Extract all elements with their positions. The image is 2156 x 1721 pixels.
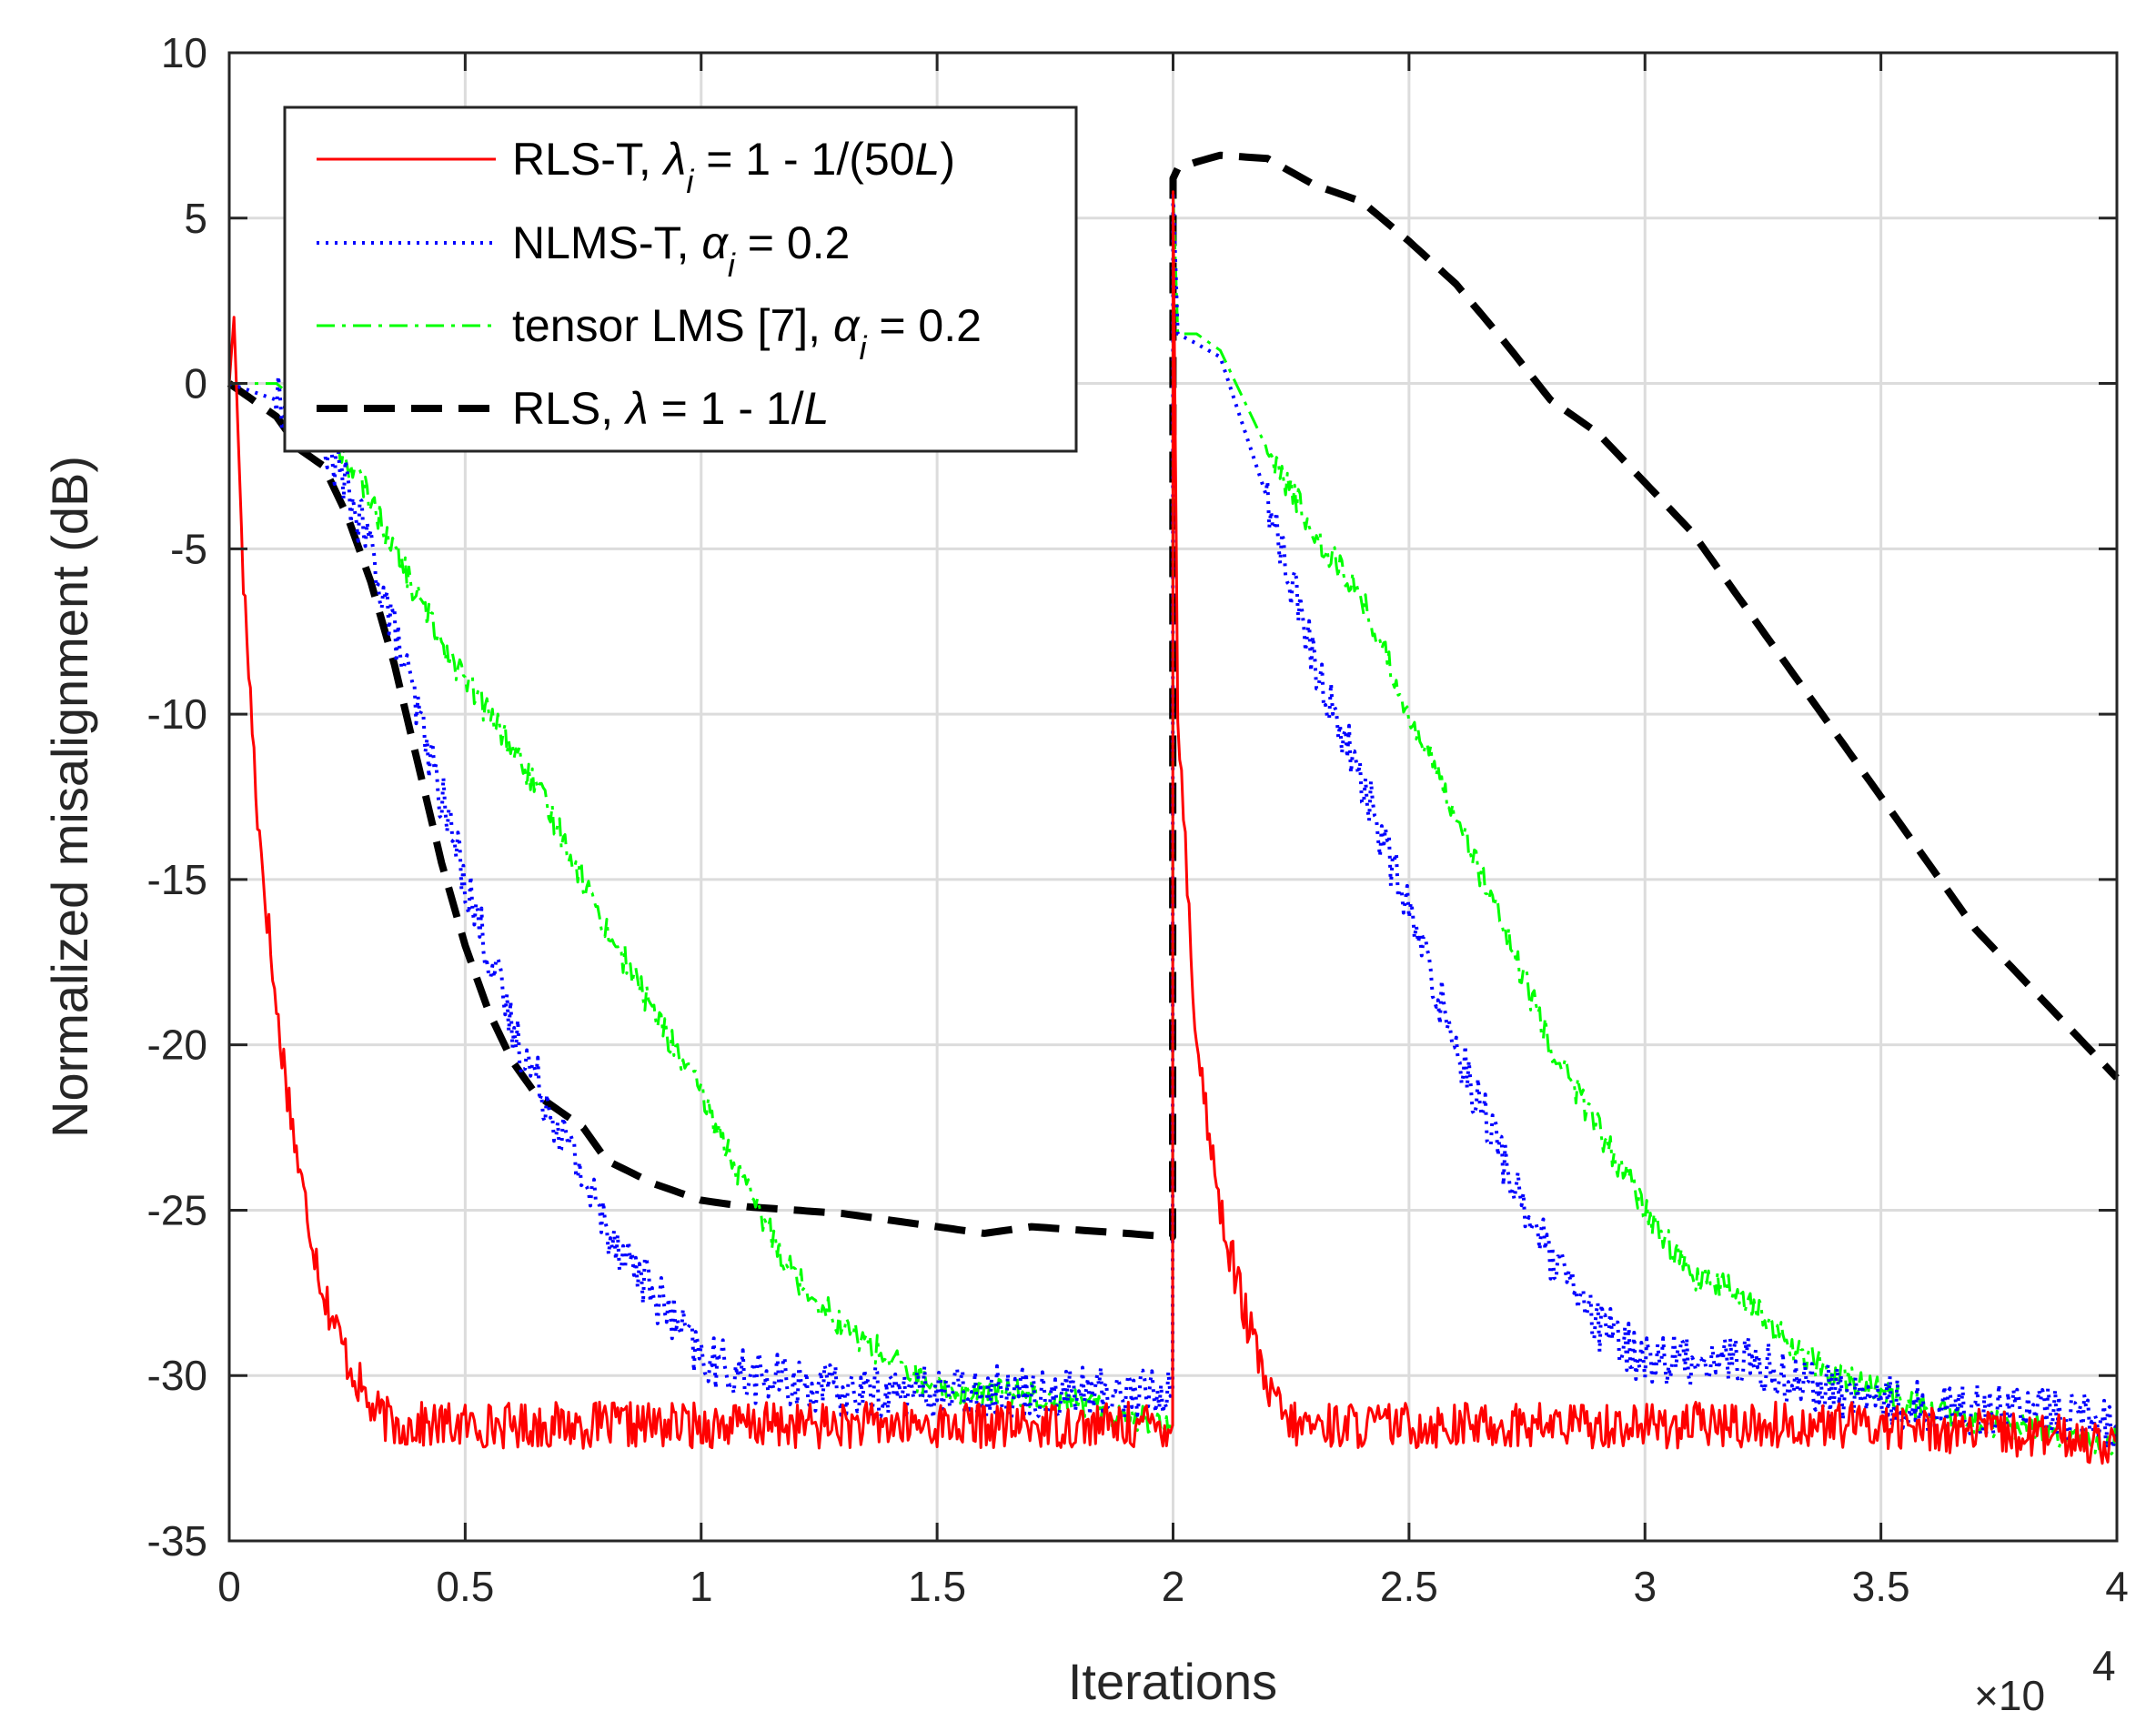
x-tick-label: 1 xyxy=(690,1563,713,1610)
x-multiplier: ×10 4 xyxy=(1974,1642,2116,1719)
y-axis-label: Normalized misalignment (dB) xyxy=(41,456,98,1138)
y-tick-label: 10 xyxy=(161,29,207,76)
y-tick-label: -10 xyxy=(147,690,207,738)
legend-box xyxy=(283,106,1078,453)
x-multiplier-base: ×10 xyxy=(1974,1672,2045,1719)
x-multiplier-exponent: 4 xyxy=(2092,1642,2116,1689)
y-tick-label: -25 xyxy=(147,1186,207,1233)
y-tick-label: 0 xyxy=(184,360,207,408)
y-tick-label: 5 xyxy=(184,195,207,242)
x-axis-label: Iterations xyxy=(1068,1653,1277,1710)
x-tick-label: 2.5 xyxy=(1380,1563,1438,1610)
y-tick-label: -20 xyxy=(147,1022,207,1069)
y-tick-label: -35 xyxy=(147,1517,207,1565)
x-tick-label: 1.5 xyxy=(908,1563,966,1610)
legend-label: tensor LMS [7], αi = 0.2 xyxy=(512,300,982,367)
legend-label: RLS, λ = 1 - 1/L xyxy=(512,383,829,434)
y-tick-label: -30 xyxy=(147,1352,207,1399)
legend-label: RLS-T, λi = 1 - 1/(50L) xyxy=(512,134,955,200)
y-tick-label: -5 xyxy=(170,525,207,572)
ticks xyxy=(227,51,2119,1543)
legend-label: NLMS-T, αi = 0.2 xyxy=(512,217,850,284)
x-tick-label: 2 xyxy=(1162,1563,1185,1610)
legend: RLS-T, λi = 1 - 1/(50L) NLMS-T, αi = 0.2 t… xyxy=(283,106,1078,453)
series-line-nlms-t xyxy=(228,189,2119,1451)
y-tick-label: -15 xyxy=(147,856,207,903)
x-tick-label: 0 xyxy=(217,1563,241,1610)
tick-labels: 0 0.5 1 1.5 2 2.5 3 3.5 4 10 5 0 -5 -10 -15 -20 -25 -30 -3… xyxy=(147,29,2129,1610)
x-tick-label: 4 xyxy=(2105,1563,2129,1610)
series-line-rls-t xyxy=(227,190,2118,1465)
x-tick-label: 3.5 xyxy=(1852,1563,1910,1610)
x-tick-label: 3 xyxy=(1633,1563,1657,1610)
series-layer xyxy=(227,151,2120,1465)
x-tick-label: 0.5 xyxy=(436,1563,494,1610)
